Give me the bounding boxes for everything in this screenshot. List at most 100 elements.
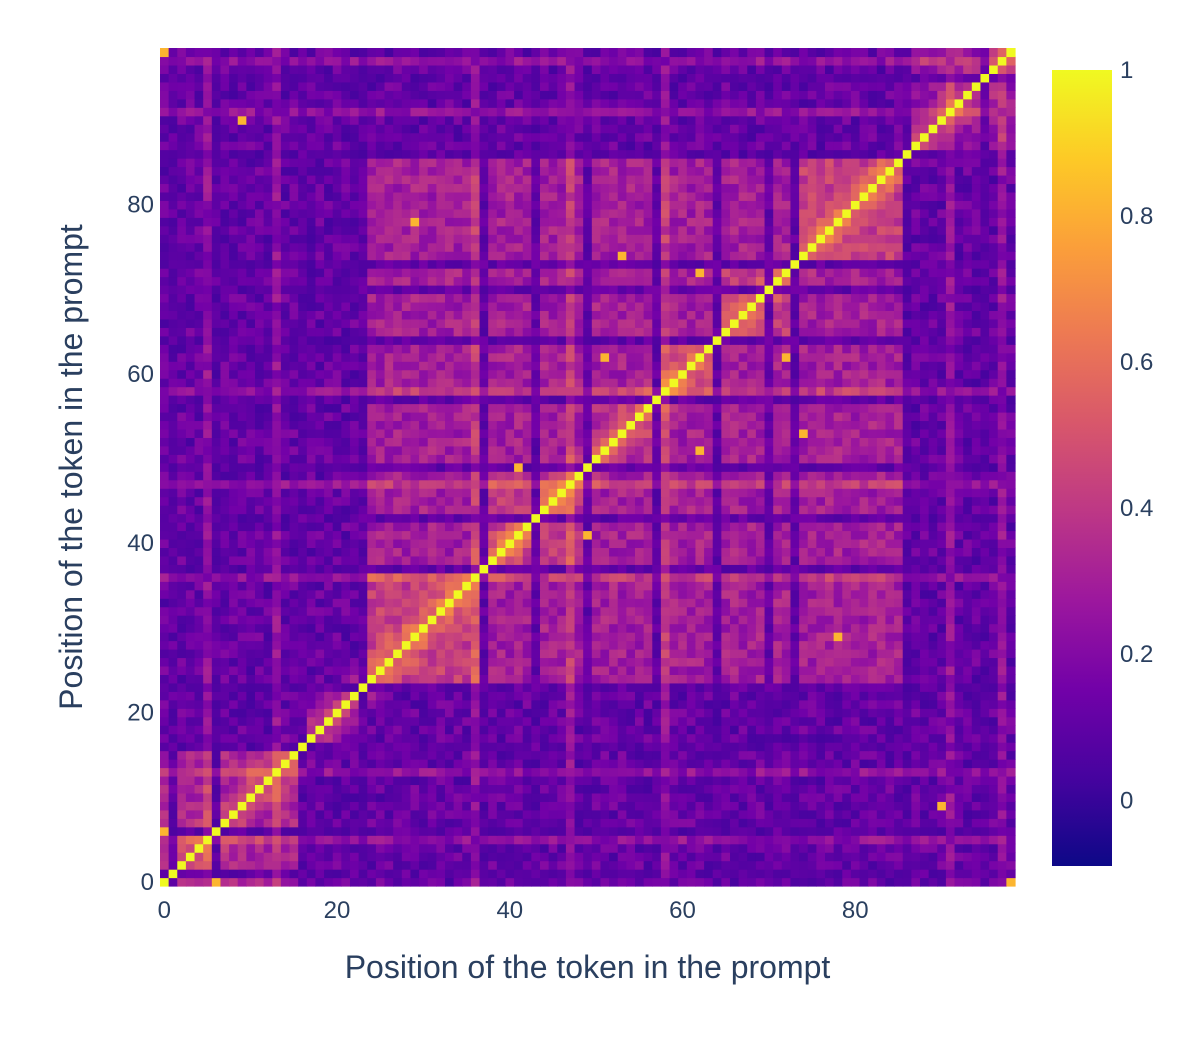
- heatmap-cell: [211, 513, 222, 523]
- heatmap-cell: [920, 742, 930, 752]
- heatmap-cell: [747, 750, 757, 760]
- heatmap-cell: [695, 835, 705, 845]
- heatmap-cell: [341, 818, 351, 828]
- heatmap-cell: [315, 555, 325, 565]
- heatmap-cell: [825, 809, 835, 819]
- heatmap-cell: [237, 665, 247, 675]
- heatmap-cell: [177, 657, 187, 667]
- heatmap-cell: [859, 632, 869, 642]
- heatmap-cell: [203, 623, 213, 633]
- heatmap-cell: [920, 640, 930, 650]
- heatmap-cell: [928, 564, 938, 574]
- heatmap-cell: [963, 733, 973, 743]
- heatmap-cell: [712, 750, 722, 760]
- heatmap-cell: [920, 792, 930, 802]
- heatmap-cell: [488, 725, 498, 735]
- heatmap-cell: [427, 538, 437, 549]
- heatmap-cell: [324, 615, 334, 625]
- heatmap-cell: [557, 674, 567, 684]
- heatmap-cell: [574, 623, 584, 633]
- heatmap-cell: [937, 877, 947, 887]
- heatmap-cell: [920, 801, 930, 811]
- heatmap-cell: [229, 852, 239, 862]
- heatmap-cell: [324, 742, 334, 752]
- heatmap-cell: [721, 699, 731, 709]
- heatmap-cell: [920, 775, 930, 786]
- heatmap-cell: [393, 691, 403, 701]
- heatmap-cell: [462, 818, 472, 828]
- heatmap-cell: [436, 488, 446, 498]
- heatmap-cell: [963, 869, 973, 879]
- heatmap-cell: [686, 530, 697, 540]
- heatmap-cell: [937, 606, 947, 616]
- heatmap-cell: [876, 665, 887, 675]
- heatmap-cell: [445, 759, 455, 769]
- heatmap-cell: [799, 691, 809, 701]
- heatmap-cell: [902, 547, 912, 557]
- heatmap-cell: [298, 522, 308, 532]
- heatmap-cell: [514, 505, 524, 515]
- heatmap-cell: [177, 869, 187, 879]
- heatmap-cell: [479, 691, 489, 701]
- heatmap-cell: [1006, 522, 1016, 532]
- heatmap-cell: [272, 479, 282, 489]
- heatmap-cell: [185, 488, 196, 498]
- heatmap-cell: [332, 843, 342, 853]
- heatmap-cell: [410, 547, 420, 557]
- heatmap-cell: [660, 657, 671, 667]
- heatmap-cell: [920, 682, 930, 692]
- heatmap-cell: [816, 513, 826, 523]
- heatmap-cell: [194, 801, 204, 811]
- heatmap-cell: [963, 674, 973, 684]
- heatmap-cell: [289, 818, 299, 828]
- heatmap-cell: [350, 462, 360, 472]
- heatmap-cell: [894, 581, 904, 591]
- heatmap-cell: [410, 877, 420, 887]
- heatmap-cell: [669, 488, 679, 498]
- heatmap-cell: [496, 852, 507, 862]
- heatmap-cell: [237, 564, 247, 574]
- heatmap-cell: [911, 598, 921, 608]
- heatmap-cell: [255, 860, 265, 870]
- heatmap-cell: [160, 657, 170, 667]
- heatmap-cell: [764, 725, 774, 735]
- heatmap-cell: [531, 479, 541, 489]
- heatmap-cell: [963, 648, 973, 659]
- heatmap-cell: [971, 852, 982, 862]
- heatmap-cell: [324, 632, 334, 642]
- heatmap-cell: [574, 674, 584, 684]
- heatmap-cell: [755, 733, 766, 743]
- heatmap-cell: [669, 691, 679, 701]
- heatmap-cell: [868, 589, 878, 599]
- heatmap-cell: [496, 598, 507, 608]
- heatmap-cell: [315, 530, 325, 540]
- heatmap-cell: [799, 589, 809, 599]
- heatmap-cell: [971, 640, 982, 650]
- heatmap-cell: [272, 843, 282, 853]
- heatmap-cell: [341, 648, 351, 659]
- heatmap-cell: [531, 488, 541, 498]
- heatmap-cell: [358, 589, 368, 599]
- heatmap-cell: [255, 471, 265, 481]
- heatmap-cell: [660, 835, 671, 845]
- heatmap-cell: [367, 632, 377, 642]
- heatmap-cell: [591, 598, 602, 608]
- heatmap-cell: [617, 665, 627, 675]
- heatmap-cell: [531, 640, 541, 650]
- heatmap-cell: [591, 547, 602, 557]
- heatmap-cell: [358, 835, 368, 845]
- heatmap-cell: [177, 674, 187, 684]
- heatmap-cell: [565, 775, 576, 786]
- heatmap-cell: [350, 555, 360, 565]
- heatmap-cell: [237, 877, 247, 887]
- heatmap-cell: [540, 632, 550, 642]
- heatmap-cell: [738, 471, 748, 481]
- heatmap-cell: [902, 818, 912, 828]
- heatmap-cell: [185, 606, 196, 616]
- heatmap-cell: [678, 657, 688, 667]
- heatmap-cell: [306, 462, 317, 472]
- heatmap-cell: [963, 750, 973, 760]
- heatmap-cell: [643, 547, 653, 557]
- heatmap-cell: [514, 547, 524, 557]
- heatmap-cell: [453, 657, 463, 667]
